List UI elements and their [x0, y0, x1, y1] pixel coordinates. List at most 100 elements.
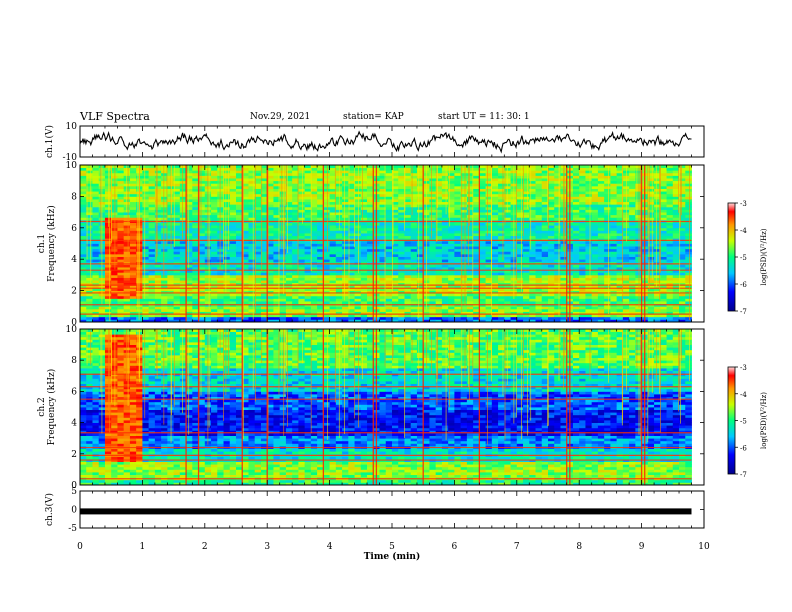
spectrogram-cell	[223, 233, 231, 237]
spectrogram-cell	[317, 308, 324, 312]
spectrogram-cell	[86, 175, 93, 179]
spectrogram-cell	[329, 188, 337, 192]
spectrogram-cell	[292, 212, 299, 216]
spectrogram-cell	[161, 290, 168, 294]
spectrogram-cell	[498, 285, 505, 289]
spectrogram-cell	[161, 183, 168, 187]
spectrogram-cell	[529, 282, 536, 286]
spectrogram-cell	[279, 167, 287, 171]
spectrogram-cell	[579, 199, 586, 203]
spectrogram-cell	[348, 293, 355, 297]
spectrogram-cell	[348, 316, 355, 320]
spectrogram-cell	[548, 290, 555, 294]
spectrogram-cell	[342, 201, 349, 205]
spectrogram-cell	[267, 311, 274, 315]
spectrogram-cell	[498, 264, 505, 268]
spectrogram-cell	[379, 212, 387, 216]
spectrogram-cell	[80, 319, 87, 323]
spectrogram-cell	[279, 272, 287, 276]
spectrogram-cell	[173, 306, 181, 310]
spectrogram-cell	[217, 196, 224, 200]
spectrogram-cell	[466, 217, 474, 221]
spectrogram-cell	[242, 225, 249, 229]
spectrogram-cell	[92, 316, 100, 320]
spectrogram-cell	[129, 167, 137, 171]
spectrogram-cell	[285, 293, 293, 297]
spectrogram-cell	[173, 269, 181, 273]
spectrogram-cell	[279, 264, 287, 268]
spectrogram-cell	[541, 180, 549, 184]
spectrogram-cell	[260, 191, 268, 195]
spectrogram-cell	[179, 295, 187, 299]
spectrogram-cell	[111, 240, 118, 244]
spectrogram-cell	[354, 212, 362, 216]
spectrogram-cell	[504, 277, 511, 281]
spectrogram-cell	[186, 188, 193, 192]
spectrogram-cell	[523, 246, 530, 250]
spectrogram-cell	[329, 217, 337, 221]
spectrogram-cell	[329, 227, 337, 231]
spectrogram-cell	[329, 290, 337, 294]
spectrogram-cell	[529, 269, 536, 273]
spectrogram-cell	[398, 251, 405, 255]
spectrogram-cell	[192, 277, 199, 281]
spectrogram-cell	[385, 243, 393, 247]
spectrogram-cell	[248, 264, 256, 268]
spectrogram-cell	[473, 316, 480, 320]
spectrogram-cell	[80, 185, 87, 189]
spectrogram-cell	[148, 196, 156, 200]
spectrogram-cell	[254, 209, 262, 213]
spectrogram-cell	[441, 196, 449, 200]
spectrogram-cell	[398, 293, 405, 297]
spectrogram-cell	[466, 311, 474, 315]
spectrogram-cell	[236, 225, 243, 229]
spectrogram-cell	[379, 301, 387, 305]
spectrogram-cell	[435, 287, 443, 291]
spectrogram-cell	[186, 214, 193, 218]
spectrogram-cell	[248, 193, 256, 197]
spectrogram-cell	[435, 306, 443, 310]
spectrogram-cell	[591, 259, 599, 263]
spectrogram-cell	[161, 193, 168, 197]
spectrogram-cell	[304, 222, 312, 226]
spectrogram-cell	[360, 290, 368, 294]
spectrogram-cell	[485, 280, 493, 284]
spectrogram-cell	[579, 282, 586, 286]
spectrogram-cell	[335, 248, 343, 252]
spectrogram-cell	[342, 170, 349, 174]
spectrogram-cell	[242, 248, 249, 252]
spectrogram-cell	[179, 256, 187, 260]
spectrogram-cell	[548, 319, 555, 323]
spectrogram-cell	[167, 316, 174, 320]
spectrogram-cell	[429, 204, 437, 208]
spectrogram-cell	[473, 235, 480, 239]
spectrogram-cell	[192, 175, 199, 179]
spectrogram-cell	[479, 204, 486, 208]
spectrogram-cell	[441, 188, 449, 192]
spectrogram-cell	[92, 172, 100, 176]
spectrogram-cell	[404, 235, 412, 239]
spectrogram-cell	[535, 277, 543, 281]
spectrogram-cell	[441, 277, 449, 281]
spectrogram-cell	[404, 306, 412, 310]
spectrogram-cell	[360, 316, 368, 320]
spectrogram-cell	[310, 272, 318, 276]
spectrogram-cell	[129, 178, 137, 182]
spectrogram-cell	[111, 285, 118, 289]
spectrogram-cell	[535, 243, 543, 247]
spectrogram-cell	[279, 212, 287, 216]
spectrogram-cell	[173, 185, 181, 189]
spectrogram-cell	[123, 259, 131, 263]
spectrogram-cell	[80, 196, 87, 200]
spectrogram-cell	[86, 246, 93, 250]
spectrogram-cell	[323, 316, 330, 320]
spectrogram-cell	[597, 319, 605, 323]
spectrogram-cell	[323, 285, 330, 289]
spectrogram-cell	[441, 206, 449, 210]
spectrogram-cell	[236, 240, 243, 244]
spectrogram-cell	[86, 277, 93, 281]
spectrogram-cell	[572, 314, 580, 318]
spectrogram-cell	[298, 225, 306, 229]
spectrogram-cell	[416, 314, 424, 318]
spectrogram-cell	[585, 188, 593, 192]
